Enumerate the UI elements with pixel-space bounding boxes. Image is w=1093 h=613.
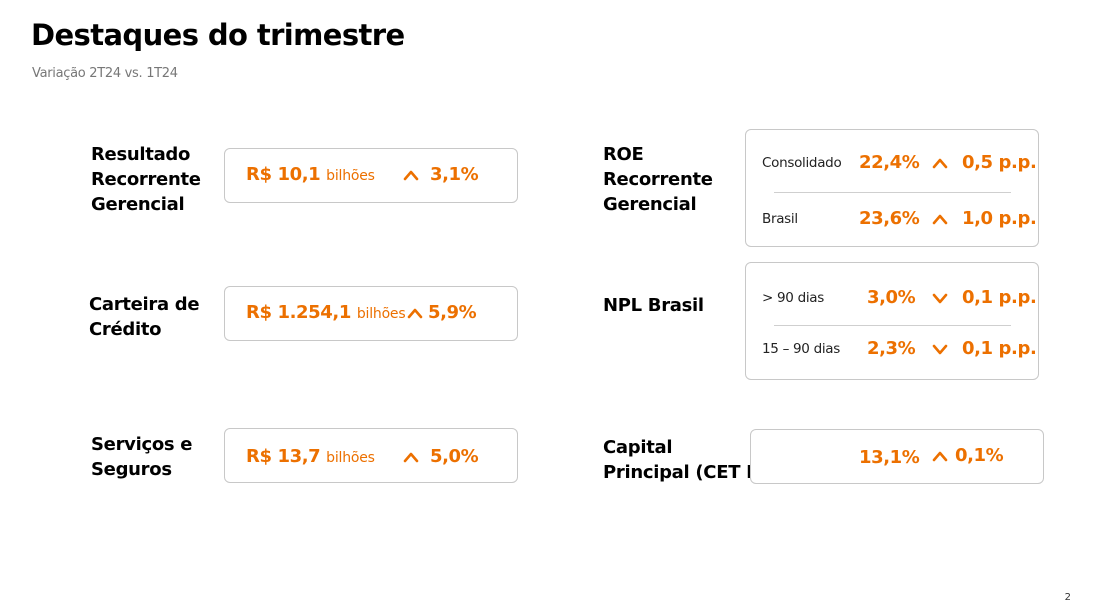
divider (774, 192, 1011, 193)
row-change: 1,0 p.p. (962, 208, 1037, 229)
metric-change: 3,1% (430, 164, 479, 185)
metric-card-npl: > 90 dias 3,0% 0,1 p.p. 15 – 90 dias 2,3… (745, 262, 1039, 380)
row-change: 0,1 p.p. (962, 287, 1037, 308)
row-value: 2,3% (867, 338, 916, 359)
chevron-up-icon (407, 308, 423, 319)
row-value: 23,6% (859, 208, 920, 229)
metric-label-resultado: Resultado Recorrente Gerencial (91, 144, 201, 215)
metric-card-capital: 13,1% 0,1% (750, 429, 1044, 484)
metric-label-npl: NPL Brasil (603, 295, 704, 316)
row-change: 0,1% (955, 445, 1004, 466)
row-change: 0,1 p.p. (962, 338, 1037, 359)
chevron-up-icon (403, 170, 419, 181)
row-label: 15 – 90 dias (762, 341, 841, 357)
row-value: 3,0% (867, 287, 916, 308)
page-number: 2 (1064, 592, 1071, 603)
row-label: > 90 dias (762, 290, 824, 306)
chevron-down-icon (932, 293, 948, 304)
row-value: 22,4% (859, 152, 920, 173)
page-title: Destaques do trimestre (31, 18, 405, 52)
metric-card-servicos: R$ 13,7 bilhões 5,0% (224, 428, 518, 483)
chevron-down-icon (932, 344, 948, 355)
row-change: 0,5 p.p. (962, 152, 1037, 173)
metric-value: R$ 10,1 bilhões (246, 164, 375, 185)
metric-value: R$ 1.254,1 bilhões (246, 302, 406, 323)
metric-card-resultado: R$ 10,1 bilhões 3,1% (224, 148, 518, 203)
divider (774, 325, 1011, 326)
chevron-up-icon (932, 158, 948, 169)
metric-change: 5,0% (430, 446, 479, 467)
chevron-up-icon (932, 214, 948, 225)
metric-card-carteira: R$ 1.254,1 bilhões 5,9% (224, 286, 518, 341)
row-value: 13,1% (859, 447, 920, 468)
chevron-up-icon (403, 452, 419, 463)
metric-value: R$ 13,7 bilhões (246, 446, 375, 467)
metric-card-roe: Consolidado 22,4% 0,5 p.p. Brasil 23,6% … (745, 129, 1039, 247)
row-label: Consolidado (762, 155, 842, 171)
page-subtitle: Variação 2T24 vs. 1T24 (32, 66, 178, 81)
metric-label-capital: Capital Principal (CET I) (603, 437, 761, 483)
metric-change: 5,9% (428, 302, 477, 323)
metric-label-carteira: Carteira de Crédito (89, 294, 200, 340)
metric-label-servicos: Serviços e Seguros (91, 434, 193, 480)
row-label: Brasil (762, 211, 798, 227)
metric-label-roe: ROE Recorrente Gerencial (603, 144, 713, 215)
chevron-up-icon (932, 451, 948, 462)
